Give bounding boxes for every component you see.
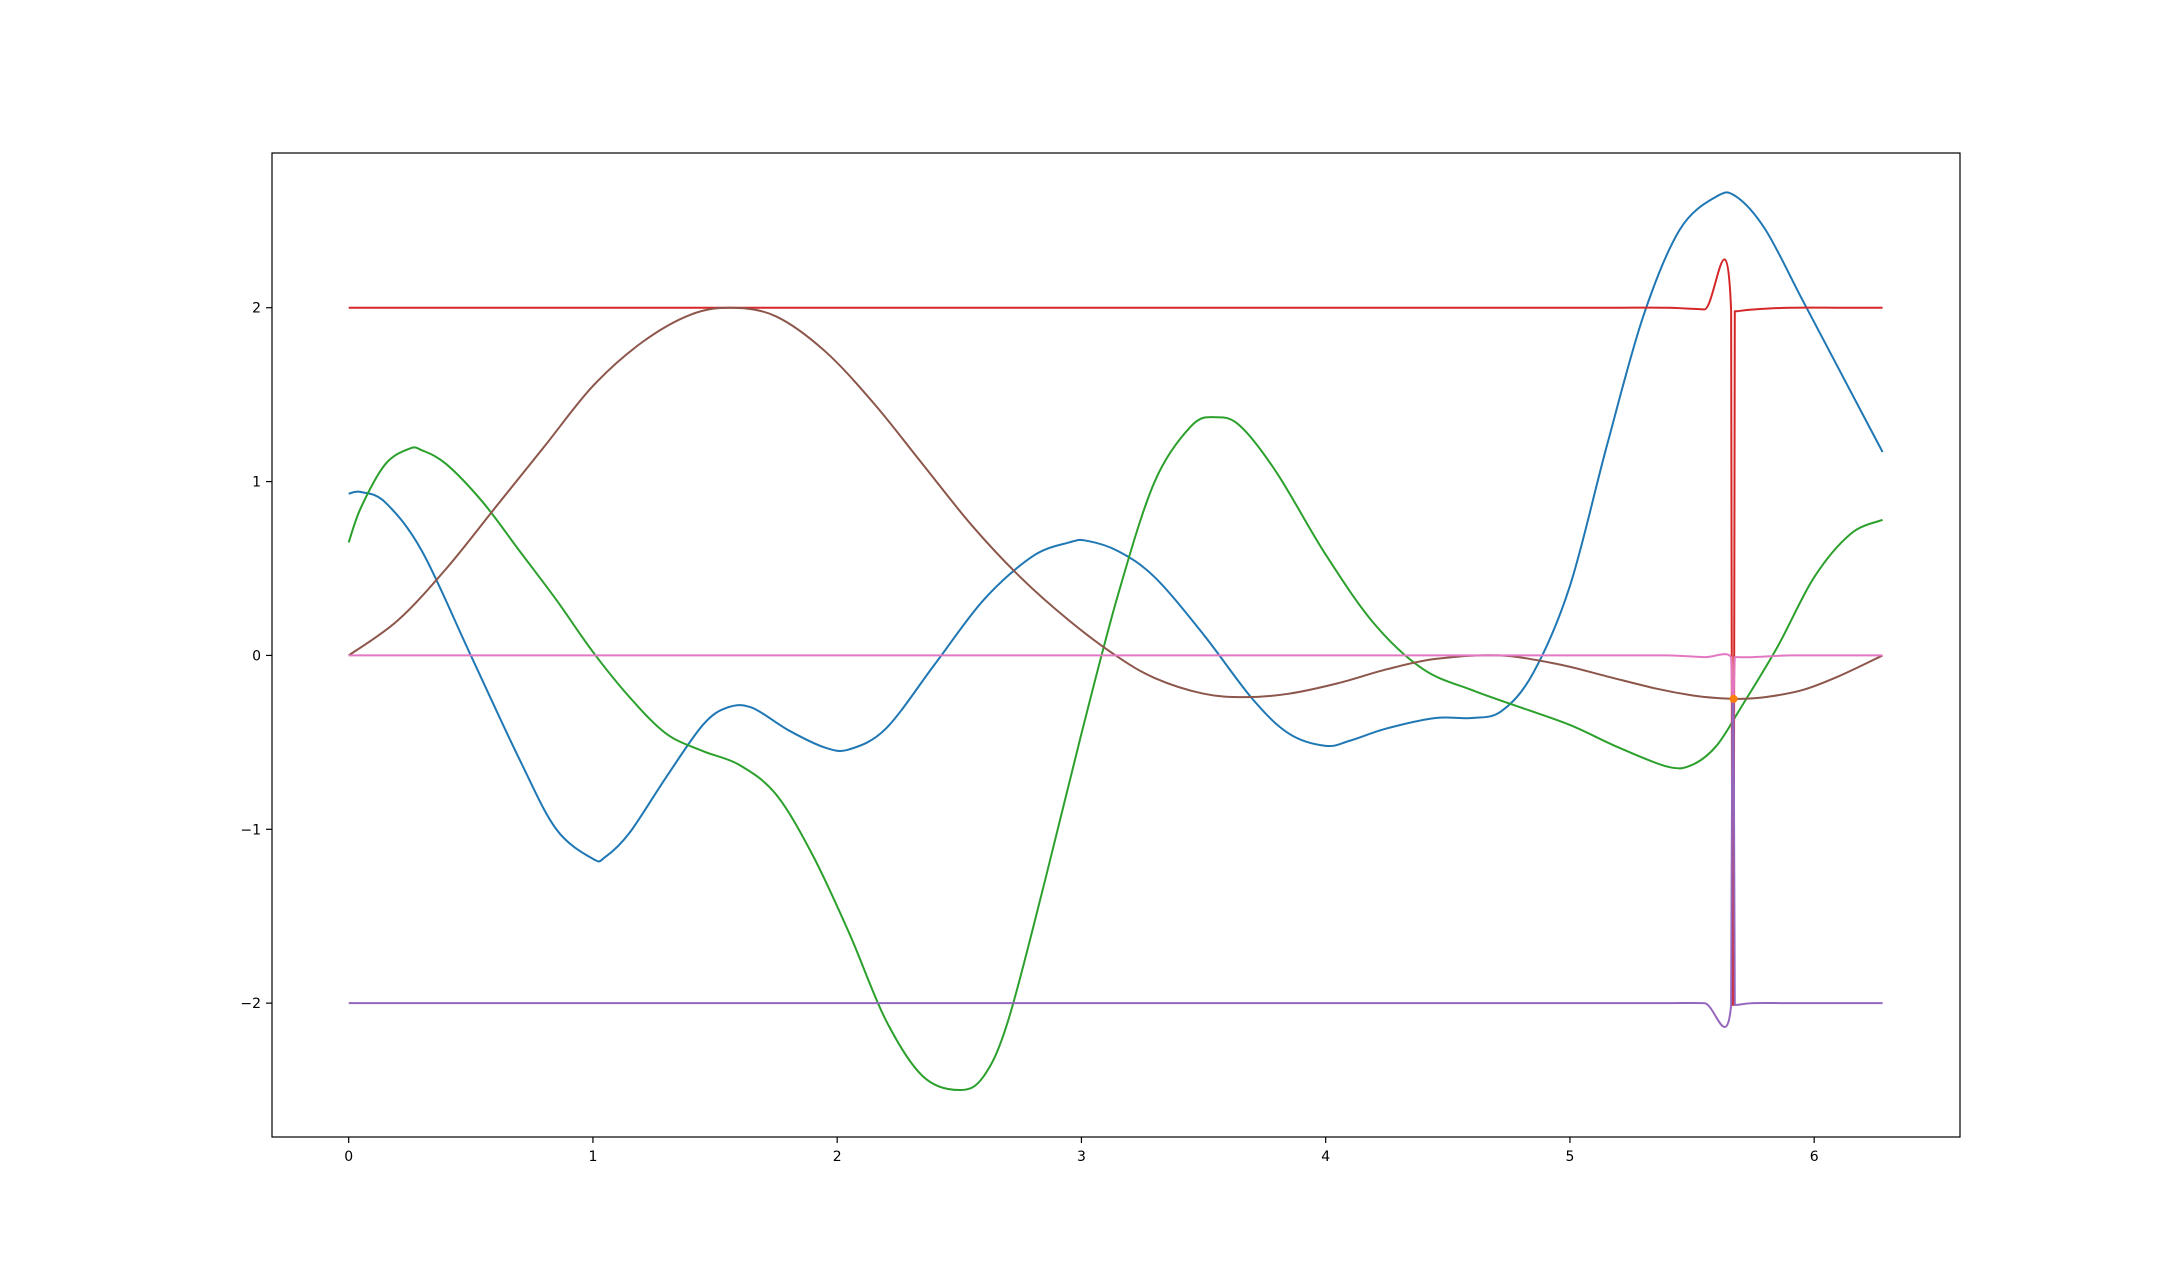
x-tick-label: 2: [833, 1149, 842, 1165]
y-axis: −2 −1 0 1 2: [240, 301, 272, 1012]
y-tick-label: 1: [252, 475, 261, 491]
data-point-marker-0: [1729, 694, 1738, 703]
plot-frame: [271, 152, 1961, 1138]
series-line-3: [348, 697, 1883, 1028]
x-tick-label: 1: [588, 1149, 597, 1165]
marker-layer: [1729, 694, 1738, 703]
x-tick-label: 3: [1077, 1149, 1086, 1165]
series-line-5: [348, 653, 1883, 700]
x-tick-label: 6: [1810, 1149, 1819, 1165]
series-line-0: [348, 191, 1884, 863]
y-tick-label: −1: [240, 822, 261, 838]
x-tick-label: 5: [1565, 1149, 1574, 1165]
y-tick-label: 2: [252, 301, 261, 317]
series-layer: [347, 191, 1884, 1092]
x-tick-label: 0: [344, 1149, 353, 1165]
y-tick-label: −2: [240, 996, 261, 1012]
series-line-1: [347, 416, 1883, 1092]
series-line-4: [348, 306, 1883, 700]
y-tick-label: 0: [252, 648, 261, 664]
series-line-2: [348, 258, 1883, 1006]
x-tick-label: 4: [1321, 1149, 1330, 1165]
x-axis: 0 1 2 3 4 5 6: [344, 1137, 1819, 1165]
